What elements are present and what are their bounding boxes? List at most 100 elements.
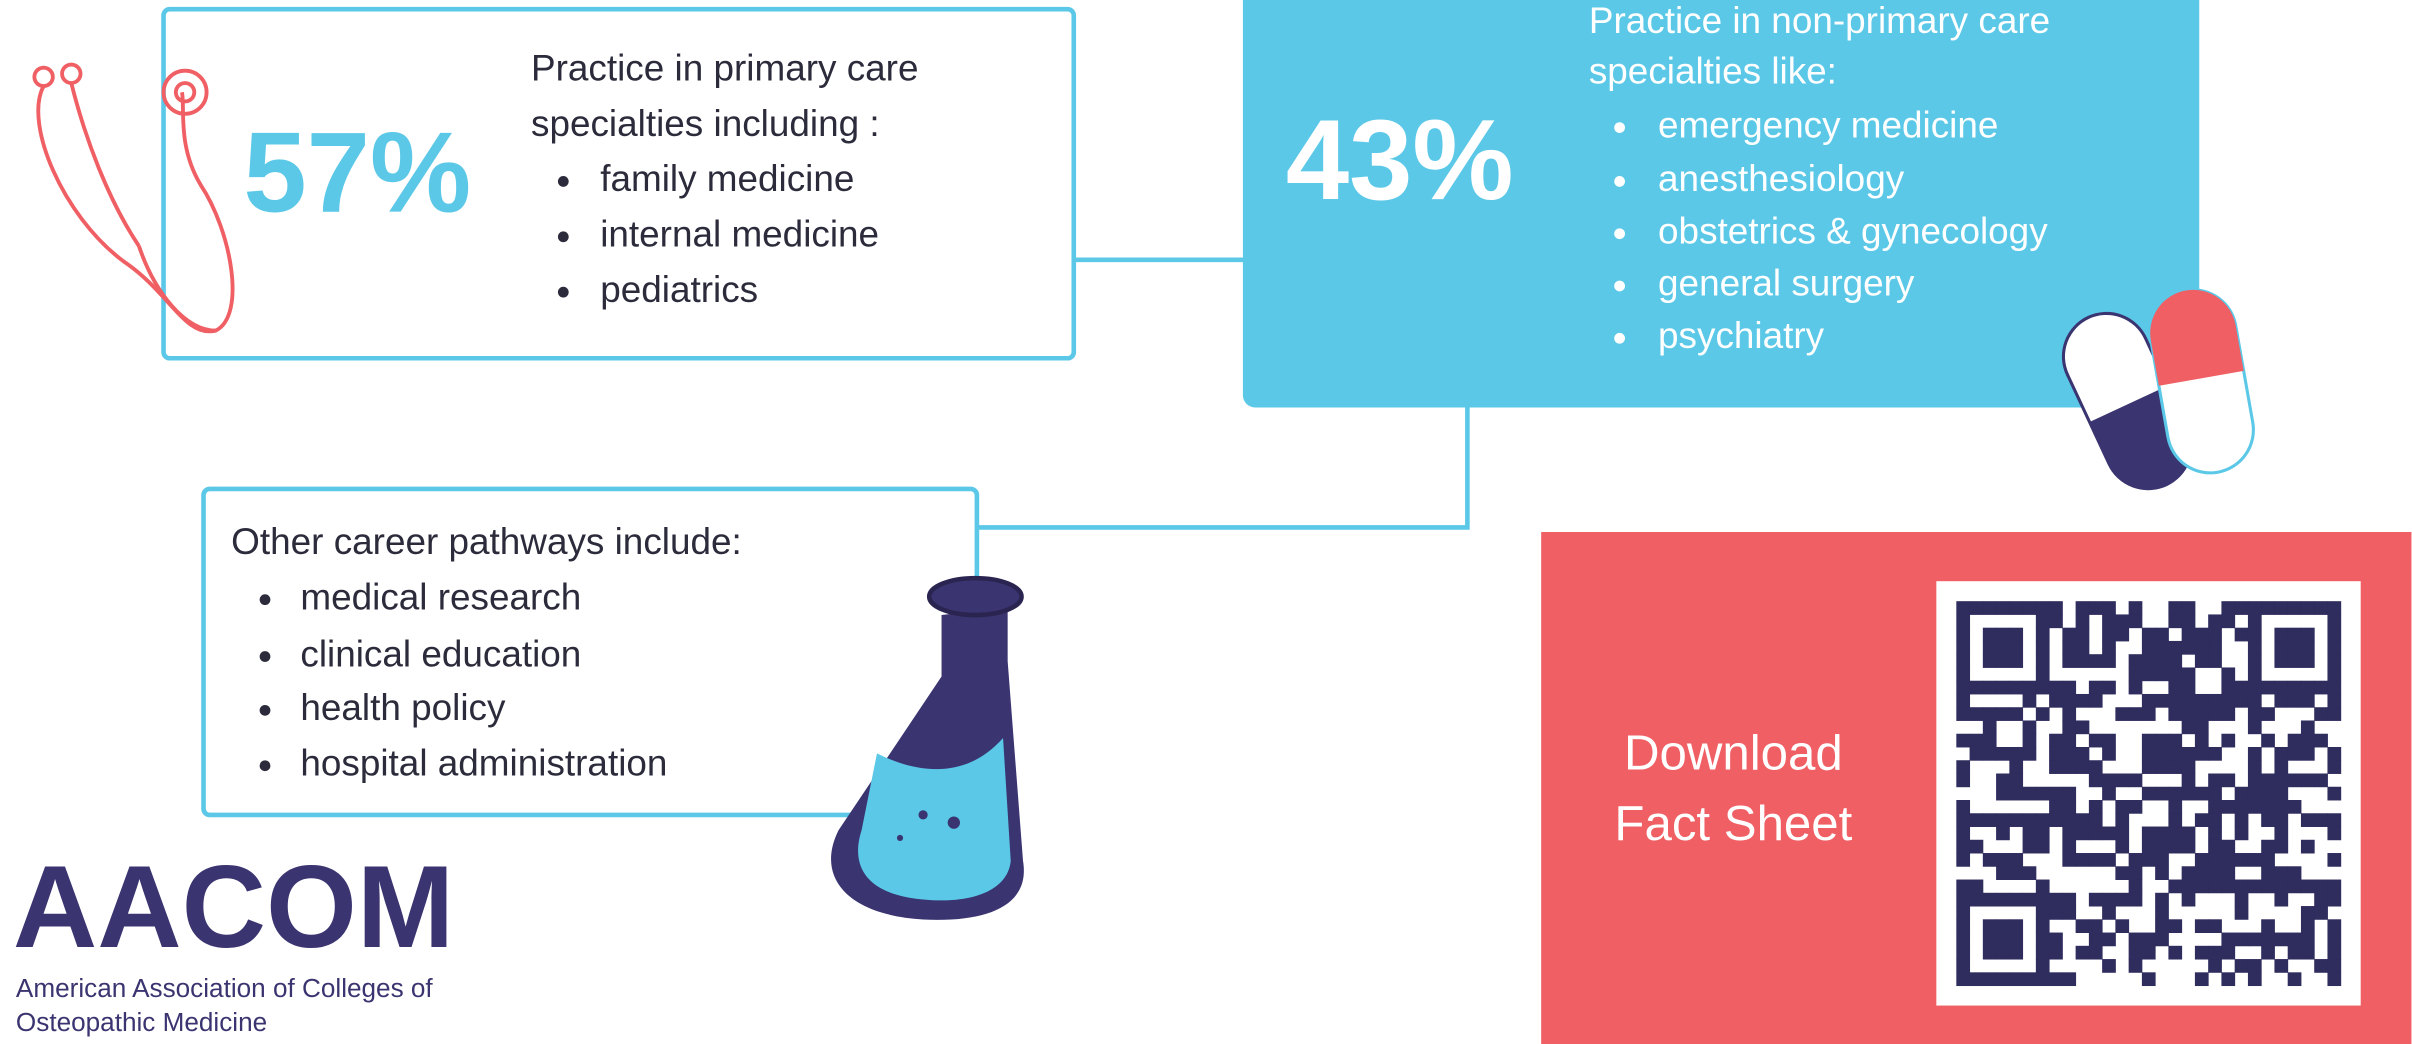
qr-module xyxy=(1983,853,1997,867)
qr-module xyxy=(2261,734,2275,748)
qr-module xyxy=(2208,614,2222,628)
qr-module xyxy=(2142,972,2156,986)
qr-module xyxy=(2248,787,2262,801)
qr-module xyxy=(2248,933,2262,947)
qr-module xyxy=(2301,813,2315,827)
qr-module xyxy=(2023,720,2037,734)
qr-module xyxy=(2248,601,2262,615)
qr-module xyxy=(2115,628,2129,642)
qr-module xyxy=(2142,707,2156,721)
qr-module xyxy=(1956,800,1970,814)
qr-module xyxy=(2314,773,2328,787)
qr-module xyxy=(2142,787,2156,801)
qr-module xyxy=(2009,853,2023,867)
qr-module xyxy=(2036,628,2050,642)
bullet xyxy=(1614,122,1625,133)
qr-module xyxy=(1956,827,1970,841)
qr-module xyxy=(2248,720,2262,734)
qr-module xyxy=(2168,919,2182,933)
qr-module xyxy=(2102,827,2116,841)
download-label[interactable]: Download xyxy=(1624,725,1843,780)
qr-module xyxy=(1996,773,2010,787)
list-item: clinical education xyxy=(300,633,581,674)
qr-module xyxy=(2221,694,2235,708)
qr-module xyxy=(2168,734,2182,748)
download-label[interactable]: Fact Sheet xyxy=(1614,796,1852,851)
qr-module xyxy=(2235,681,2249,695)
qr-module xyxy=(2274,880,2288,894)
qr-module xyxy=(2274,866,2288,880)
qr-module xyxy=(2142,933,2156,947)
qr-module xyxy=(2009,946,2023,960)
qr-module xyxy=(2221,707,2235,721)
qr-module xyxy=(1970,681,1984,695)
qr-module xyxy=(2314,601,2328,615)
primary-heading: Practice in primary care xyxy=(531,47,918,88)
qr-module xyxy=(2062,787,2076,801)
qr-module xyxy=(2142,734,2156,748)
qr-module xyxy=(1983,601,1997,615)
qr-module xyxy=(2314,734,2328,748)
qr-module xyxy=(2248,628,2262,642)
qr-module xyxy=(2301,880,2315,894)
qr-module xyxy=(2062,906,2076,920)
qr-module xyxy=(2115,827,2129,841)
list-item: emergency medicine xyxy=(1658,104,1998,145)
qr-module xyxy=(1983,654,1997,668)
qr-module xyxy=(2036,906,2050,920)
qr-module xyxy=(2327,787,2341,801)
logo-full-name: American Association of Colleges of xyxy=(16,973,434,1003)
qr-module xyxy=(2062,840,2076,854)
qr-module xyxy=(2327,760,2341,774)
qr-module xyxy=(2089,893,2103,907)
qr-module xyxy=(2049,946,2063,960)
qr-module xyxy=(2142,628,2156,642)
list-item: psychiatry xyxy=(1658,315,1825,356)
qr-module xyxy=(2155,641,2169,655)
bullet xyxy=(260,760,271,771)
qr-module xyxy=(2076,720,2090,734)
qr-module xyxy=(2301,933,2315,947)
list-item: pediatrics xyxy=(600,269,758,310)
qr-module xyxy=(1983,641,1997,655)
qr-module xyxy=(2142,853,2156,867)
list-item: hospital administration xyxy=(300,742,667,783)
qr-module xyxy=(2168,614,2182,628)
qr-module xyxy=(2036,707,2050,721)
qr-module xyxy=(1983,919,1997,933)
qr-module xyxy=(2155,906,2169,920)
qr-module xyxy=(2102,893,2116,907)
qr-module xyxy=(2036,827,2050,841)
qr-module xyxy=(2168,641,2182,655)
qr-module xyxy=(2062,720,2076,734)
qr-module xyxy=(2208,800,2222,814)
qr-module xyxy=(1970,972,1984,986)
qr-module xyxy=(2076,760,2090,774)
qr-module xyxy=(2036,959,2050,973)
qr-module xyxy=(2036,880,2050,894)
qr-module xyxy=(2062,747,2076,761)
qr-module xyxy=(2327,893,2341,907)
qr-module xyxy=(2155,654,2169,668)
qr-module xyxy=(2261,681,2275,695)
qr-module xyxy=(2142,760,2156,774)
qr-module xyxy=(2102,628,2116,642)
qr-module xyxy=(2274,681,2288,695)
qr-module xyxy=(1983,734,1997,748)
qr-module xyxy=(2155,853,2169,867)
qr-module xyxy=(2248,773,2262,787)
qr-module xyxy=(2168,681,2182,695)
page: {"primary": {"percent": "57%", "heading"… xyxy=(0,0,2412,1044)
qr-module xyxy=(2009,933,2023,947)
qr-module xyxy=(2089,919,2103,933)
qr-module xyxy=(2327,628,2341,642)
non-primary-heading: Practice in non-primary care xyxy=(1589,0,2050,41)
qr-module xyxy=(2182,787,2196,801)
qr-module xyxy=(2049,787,2063,801)
qr-module xyxy=(2115,893,2129,907)
qr-module xyxy=(2168,694,2182,708)
qr-module xyxy=(2274,760,2288,774)
qr-module xyxy=(1956,933,1970,947)
qr-module xyxy=(2195,747,2209,761)
qr-module xyxy=(1956,614,1970,628)
